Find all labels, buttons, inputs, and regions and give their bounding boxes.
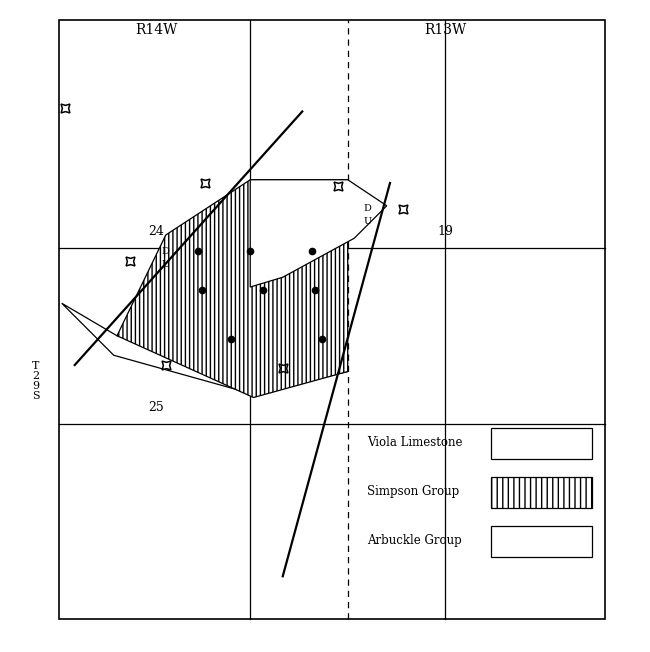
Bar: [491, 526, 592, 557]
Text: U: U: [363, 218, 371, 226]
Text: 19: 19: [437, 225, 453, 238]
Text: Viola Limestone: Viola Limestone: [367, 436, 463, 449]
Text: Simpson Group: Simpson Group: [367, 485, 460, 498]
Polygon shape: [250, 180, 387, 287]
Text: 25: 25: [148, 401, 164, 414]
Text: D: D: [162, 246, 170, 256]
Text: T
2
9
S: T 2 9 S: [32, 361, 40, 401]
Bar: [491, 428, 592, 459]
Bar: [491, 477, 592, 508]
Text: R13W: R13W: [424, 23, 467, 37]
Polygon shape: [117, 180, 348, 398]
Text: R14W: R14W: [135, 23, 177, 37]
Text: Arbuckle Group: Arbuckle Group: [367, 534, 462, 547]
Text: U: U: [162, 259, 170, 269]
Text: D: D: [363, 205, 371, 213]
Text: 24: 24: [148, 225, 164, 238]
Polygon shape: [62, 303, 348, 394]
Bar: [58, 20, 604, 619]
